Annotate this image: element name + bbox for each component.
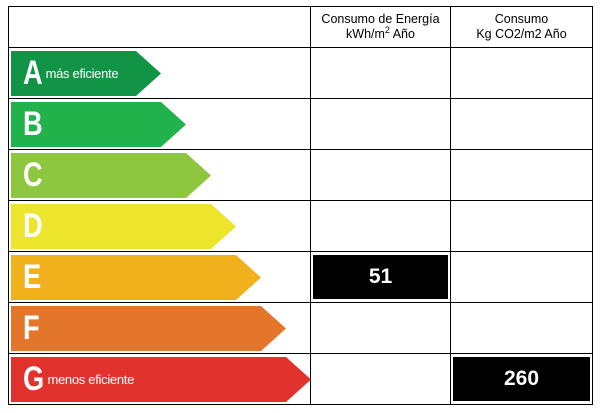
rating-letter-f: F — [23, 309, 40, 347]
co2-header-unit: Kg CO2/m2 Año — [476, 27, 567, 41]
header-blank — [8, 6, 311, 48]
rating-letter-b: B — [23, 105, 43, 143]
energy-cell-g — [310, 353, 451, 405]
rating-cell-f: F — [8, 302, 311, 354]
co2-cell-e — [450, 251, 593, 303]
energy-cell-c — [310, 149, 451, 201]
rating-cell-a: A más eficiente — [8, 47, 311, 99]
rating-note-most-efficient: más eficiente — [45, 66, 119, 81]
rating-row-e: E 51 — [8, 251, 593, 303]
co2-cell-a — [450, 47, 593, 99]
co2-cell-c — [450, 149, 593, 201]
rating-note-least-efficient: menos eficiente — [47, 372, 135, 387]
energy-cell-f — [310, 302, 451, 354]
header-row: Consumo de Energía kWh/m2 Año Consumo Kg… — [8, 6, 593, 48]
rating-letter-c: C — [23, 156, 43, 194]
co2-header-line1: Consumo — [494, 12, 549, 26]
rating-cell-c: C — [8, 149, 311, 201]
rating-cell-e: E — [8, 251, 311, 303]
rating-letter-g: G — [23, 360, 45, 398]
rating-row-g: G menos eficiente 260 — [8, 353, 593, 405]
energy-header-unit-exponent: 2 — [384, 24, 390, 35]
energy-cell-d — [310, 200, 451, 252]
rating-bar-g: G menos eficiente — [11, 357, 311, 402]
rating-letter-d: D — [23, 207, 43, 245]
rating-row-a: A más eficiente — [8, 47, 593, 99]
rating-bar-f: F — [11, 306, 286, 351]
rating-letter-a: A — [23, 54, 43, 92]
energy-header-unit: kWh/m — [346, 27, 385, 41]
rating-cell-d: D — [8, 200, 311, 252]
energy-rating-table: Consumo de Energía kWh/m2 Año Consumo Kg… — [8, 6, 593, 405]
rating-row-b: B — [8, 98, 593, 150]
energy-value-badge: 51 — [313, 255, 448, 299]
rating-bar-e: E — [11, 255, 261, 300]
rating-letter-e: E — [23, 258, 42, 296]
rating-bar-b: B — [11, 102, 186, 147]
co2-cell-d — [450, 200, 593, 252]
rating-row-d: D — [8, 200, 593, 252]
energy-consumption-header: Consumo de Energía kWh/m2 Año — [310, 6, 451, 48]
rating-row-f: F — [8, 302, 593, 354]
co2-cell-b — [450, 98, 593, 150]
energy-cell-b — [310, 98, 451, 150]
rating-cell-b: B — [8, 98, 311, 150]
energy-header-line1: Consumo de Energía — [321, 12, 440, 26]
rating-bar-d: D — [11, 204, 236, 249]
rating-row-c: C — [8, 149, 593, 201]
co2-cell-g: 260 — [450, 353, 593, 405]
rating-bar-c: C — [11, 153, 211, 198]
energy-header-unit-suffix: Año — [389, 27, 415, 41]
co2-consumption-header: Consumo Kg CO2/m2 Año — [450, 6, 593, 48]
co2-value-badge: 260 — [453, 357, 590, 401]
energy-cell-a — [310, 47, 451, 99]
rating-bar-a: A más eficiente — [11, 51, 161, 96]
energy-cell-e: 51 — [310, 251, 451, 303]
co2-cell-f — [450, 302, 593, 354]
rating-cell-g: G menos eficiente — [8, 353, 311, 405]
